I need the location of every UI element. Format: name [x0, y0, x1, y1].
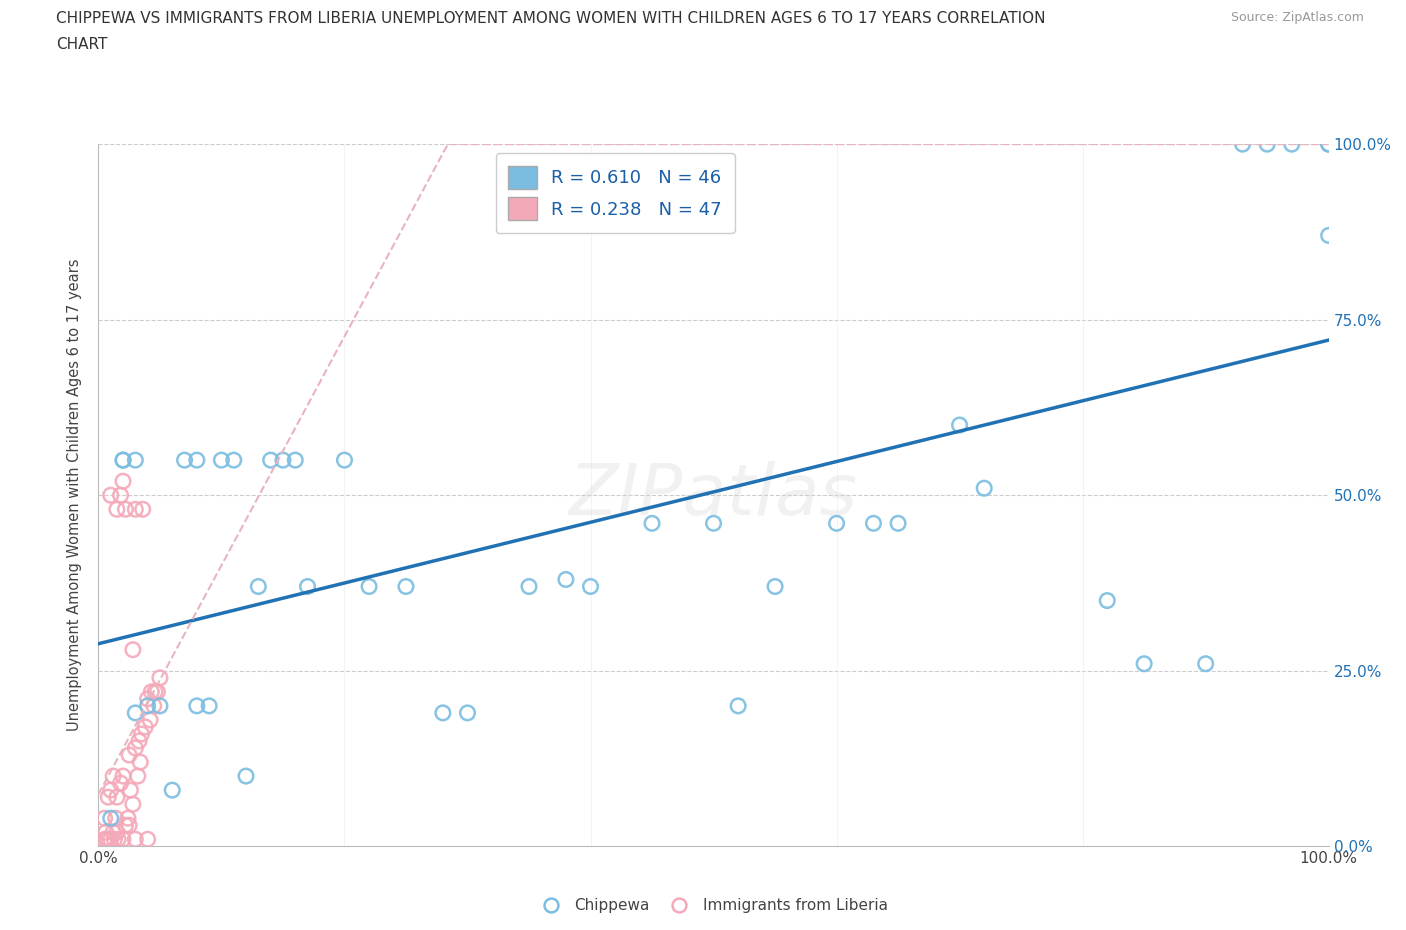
- Point: [142, 698, 165, 713]
- Point: [297, 579, 319, 594]
- Point: [97, 790, 120, 804]
- Point: [103, 831, 125, 846]
- Point: [763, 579, 786, 594]
- Point: [124, 831, 146, 846]
- Point: [100, 783, 122, 798]
- Point: [1317, 228, 1340, 243]
- Point: [107, 831, 129, 846]
- Point: [456, 706, 478, 721]
- Point: [117, 811, 139, 826]
- Point: [114, 817, 136, 832]
- Point: [114, 502, 136, 517]
- Point: [94, 825, 117, 840]
- Point: [103, 825, 125, 840]
- Point: [555, 572, 578, 587]
- Point: [129, 754, 152, 769]
- Point: [1256, 137, 1278, 152]
- Point: [112, 831, 135, 846]
- Y-axis label: Unemployment Among Women with Children Ages 6 to 17 years: Unemployment Among Women with Children A…: [67, 259, 83, 732]
- Point: [271, 453, 294, 468]
- Point: [235, 768, 257, 783]
- Point: [198, 698, 221, 713]
- Point: [949, 418, 972, 432]
- Point: [395, 579, 418, 594]
- Point: [1281, 137, 1303, 152]
- Point: [1317, 137, 1340, 152]
- Point: [186, 698, 208, 713]
- Point: [134, 720, 156, 735]
- Point: [112, 453, 135, 468]
- Point: [211, 453, 233, 468]
- Text: CHART: CHART: [56, 37, 108, 52]
- Point: [432, 706, 454, 721]
- Point: [128, 734, 150, 749]
- Point: [359, 579, 381, 594]
- Point: [100, 488, 122, 503]
- Point: [112, 473, 135, 488]
- Point: [641, 516, 664, 531]
- Point: [1097, 593, 1119, 608]
- Point: [122, 797, 145, 812]
- Point: [100, 811, 122, 826]
- Point: [136, 698, 159, 713]
- Point: [862, 516, 884, 531]
- Point: [143, 684, 166, 699]
- Point: [247, 579, 270, 594]
- Point: [825, 516, 848, 531]
- Legend: Chippewa, Immigrants from Liberia: Chippewa, Immigrants from Liberia: [533, 892, 894, 920]
- Point: [105, 502, 128, 517]
- Text: ZIPatlas: ZIPatlas: [569, 460, 858, 530]
- Point: [124, 706, 146, 721]
- Point: [162, 783, 183, 798]
- Point: [222, 453, 245, 468]
- Point: [1317, 137, 1340, 152]
- Point: [141, 684, 163, 699]
- Point: [1133, 657, 1156, 671]
- Point: [112, 768, 135, 783]
- Point: [127, 768, 149, 783]
- Point: [120, 783, 142, 798]
- Point: [973, 481, 995, 496]
- Point: [110, 776, 132, 790]
- Point: [104, 811, 127, 826]
- Point: [93, 831, 115, 846]
- Point: [97, 831, 120, 846]
- Point: [136, 831, 159, 846]
- Point: [124, 740, 146, 755]
- Point: [122, 643, 145, 658]
- Point: [517, 579, 540, 594]
- Point: [93, 811, 115, 826]
- Point: [110, 488, 132, 503]
- Point: [149, 698, 172, 713]
- Point: [186, 453, 208, 468]
- Point: [112, 453, 135, 468]
- Point: [1195, 657, 1218, 671]
- Point: [149, 671, 172, 685]
- Point: [100, 831, 122, 846]
- Point: [118, 748, 141, 763]
- Point: [703, 516, 725, 531]
- Point: [146, 684, 169, 699]
- Point: [1232, 137, 1254, 152]
- Point: [136, 691, 159, 706]
- Point: [118, 817, 141, 832]
- Text: Source: ZipAtlas.com: Source: ZipAtlas.com: [1230, 11, 1364, 24]
- Point: [139, 712, 162, 727]
- Point: [284, 453, 307, 468]
- Point: [333, 453, 356, 468]
- Point: [132, 502, 155, 517]
- Point: [103, 768, 125, 783]
- Point: [260, 453, 283, 468]
- Point: [124, 453, 146, 468]
- Point: [727, 698, 749, 713]
- Point: [96, 831, 118, 846]
- Point: [131, 726, 153, 741]
- Point: [124, 502, 146, 517]
- Point: [887, 516, 910, 531]
- Point: [579, 579, 602, 594]
- Point: [105, 790, 128, 804]
- Point: [105, 825, 128, 840]
- Text: CHIPPEWA VS IMMIGRANTS FROM LIBERIA UNEMPLOYMENT AMONG WOMEN WITH CHILDREN AGES : CHIPPEWA VS IMMIGRANTS FROM LIBERIA UNEM…: [56, 11, 1046, 26]
- Point: [173, 453, 195, 468]
